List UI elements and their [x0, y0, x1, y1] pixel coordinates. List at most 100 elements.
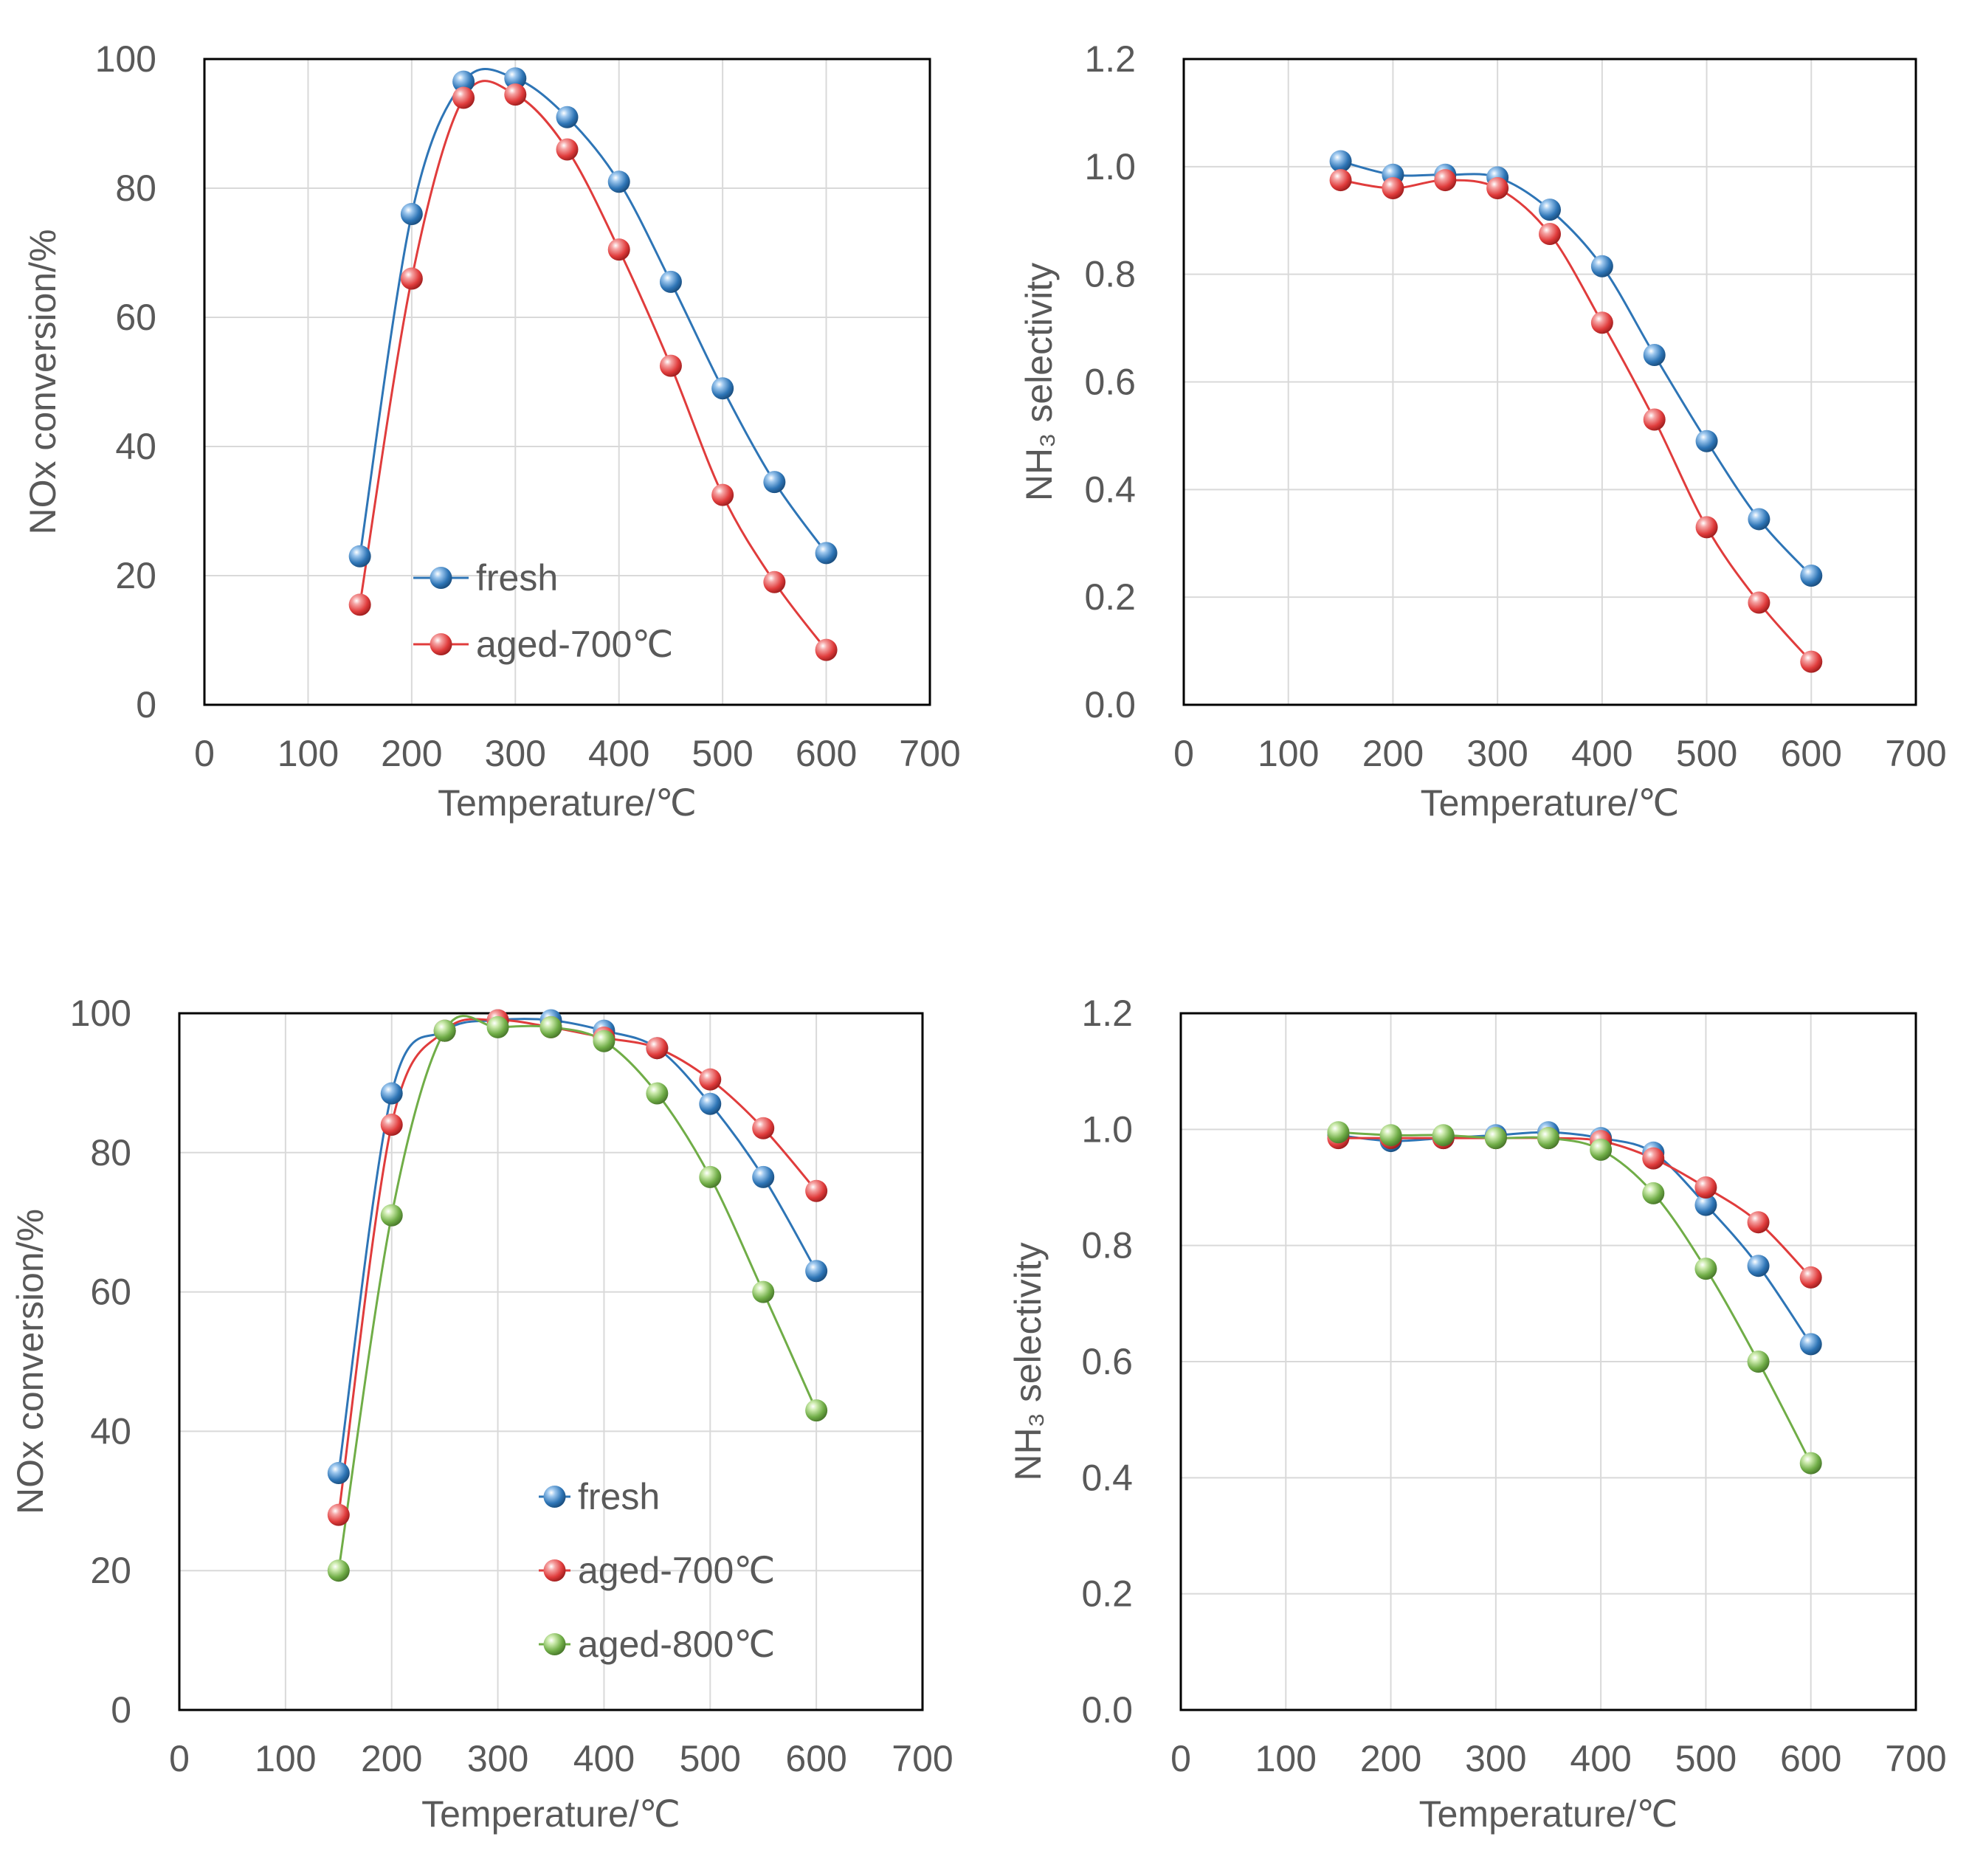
data-point-fresh: [1799, 1333, 1822, 1356]
y-tick-label: 0: [111, 1689, 131, 1731]
data-point-fresh: [699, 1092, 722, 1115]
y-tick-label: 0.4: [1084, 469, 1136, 510]
data-point-aged_700: [1486, 177, 1509, 199]
y-tick-label: 1.2: [1081, 993, 1133, 1034]
x-tick-label: 0: [169, 1738, 190, 1779]
x-tick-label: 0: [194, 733, 215, 774]
y-tick-label: 100: [95, 38, 156, 80]
y-axis-title: NOx conversion/%: [10, 1209, 51, 1514]
data-point-fresh: [556, 106, 579, 128]
series-line-aged_700: [337, 1018, 818, 1515]
series-line-aged_700: [1340, 179, 1813, 663]
x-tick-label: 200: [381, 733, 442, 774]
y-tick-label: 0.4: [1081, 1457, 1133, 1498]
y-tick-label: 40: [90, 1410, 131, 1452]
chart-panel-c: 0 100 200 300 400 500 600 700 0 20 40 60 80 100 Temper…: [10, 993, 954, 1835]
plot-area-frame: [178, 1012, 924, 1711]
x-tick-label: 500: [680, 1738, 741, 1779]
data-point-aged_700: [815, 638, 838, 661]
data-point-aged_700: [504, 83, 527, 106]
data-point-fresh: [607, 170, 630, 193]
data-point-aged_800: [1432, 1124, 1455, 1147]
data-point-aged_700: [1695, 516, 1718, 539]
x-tick-label: 0: [1170, 1738, 1191, 1779]
legend-label-aged_700: aged-700℃: [476, 624, 673, 665]
x-tick-label: 100: [1255, 1738, 1317, 1779]
data-point-aged_800: [1484, 1127, 1507, 1150]
data-point-aged_700: [1694, 1176, 1717, 1199]
x-tick-label: 500: [1676, 733, 1737, 774]
y-axis-title: NH₃ selectivity: [1007, 1242, 1049, 1480]
data-point-fresh: [504, 67, 527, 90]
data-point-fresh: [1590, 255, 1613, 277]
chart-panel-d: 0 100 200 300 400 500 600 700 0.0 0.2 0.4 0.6 0.8 1.0…: [1007, 993, 1947, 1835]
data-point-aged_800: [539, 1015, 562, 1038]
y-tick-label: 0.8: [1081, 1225, 1133, 1266]
data-point-fresh: [1329, 150, 1352, 173]
series-line-fresh: [337, 1018, 818, 1474]
y-tick-label: 100: [70, 993, 131, 1034]
data-point-aged_700: [1329, 169, 1352, 192]
x-axis-title: Temperature/℃: [421, 1793, 680, 1835]
data-point-fresh: [380, 1082, 403, 1105]
x-tick-label: 400: [588, 733, 649, 774]
y-tick-label: 20: [90, 1550, 131, 1591]
data-point-fresh: [815, 542, 838, 565]
data-point-aged_700: [556, 138, 579, 161]
y-tick-label: 0.0: [1081, 1689, 1133, 1731]
data-point-aged_700: [1747, 1211, 1770, 1234]
x-tick-label: 100: [277, 733, 339, 774]
x-tick-label: 400: [573, 1738, 635, 1779]
x-tick-label: 300: [1465, 1738, 1526, 1779]
data-point-fresh: [763, 471, 786, 494]
y-tick-label: 1.0: [1081, 1108, 1133, 1150]
y-tick-label: 0.8: [1084, 254, 1136, 295]
data-point-aged_700: [452, 86, 475, 109]
x-tick-label: 400: [1571, 733, 1632, 774]
series-line-aged_800: [1338, 1131, 1813, 1464]
x-tick-label: 100: [1258, 733, 1319, 774]
data-point-aged_700: [805, 1179, 828, 1202]
series-line-fresh: [359, 68, 827, 557]
data-point-aged_700: [327, 1503, 350, 1526]
data-point-fresh: [452, 70, 475, 93]
data-point-aged_700: [607, 238, 630, 261]
x-tick-label: 700: [1885, 1738, 1946, 1779]
y-tick-label: 0.2: [1081, 1573, 1133, 1615]
x-tick-label: 500: [1675, 1738, 1737, 1779]
data-point-aged_700: [1590, 311, 1613, 334]
data-point-aged_800: [327, 1559, 350, 1582]
data-point-fresh: [1539, 199, 1561, 221]
x-tick-label: 600: [1780, 1738, 1841, 1779]
x-tick-label: 200: [1360, 1738, 1421, 1779]
plot-area-frame: [1179, 1012, 1917, 1711]
x-tick-label: 700: [1885, 733, 1946, 774]
data-point-fresh: [752, 1165, 775, 1188]
y-axis-title: NOx conversion/%: [22, 229, 63, 534]
legend-marker-aged_800: [543, 1633, 566, 1655]
data-point-aged_800: [1694, 1258, 1717, 1280]
y-tick-label: 0.2: [1084, 576, 1136, 618]
x-tick-label: 300: [1466, 733, 1528, 774]
y-tick-label: 0.6: [1084, 362, 1136, 403]
x-tick-label: 300: [467, 1738, 528, 1779]
series-line-aged_700: [1338, 1137, 1812, 1278]
data-point-aged_700: [1748, 591, 1770, 614]
x-axis-title: Temperature/℃: [1421, 782, 1680, 824]
data-point-aged_700: [1799, 1266, 1822, 1289]
data-point-fresh: [805, 1260, 828, 1283]
y-tick-label: 60: [90, 1272, 131, 1313]
legend-marker-fresh: [430, 567, 452, 589]
series-line-fresh: [1340, 160, 1813, 577]
data-point-aged_800: [1327, 1121, 1350, 1144]
data-point-fresh: [1747, 1255, 1770, 1277]
x-tick-label: 400: [1570, 1738, 1631, 1779]
data-point-aged_800: [486, 1015, 509, 1038]
y-tick-label: 0: [136, 684, 156, 725]
x-axis-title: Temperature/℃: [1419, 1793, 1678, 1835]
data-point-aged_700: [1539, 222, 1561, 245]
series-line-fresh: [1338, 1131, 1812, 1345]
data-point-fresh: [1694, 1193, 1717, 1216]
legend-marker-aged_700: [543, 1559, 566, 1582]
chart-panel-b: 0 100 200 300 400 500 600 700 0.0 0.2 0.4 0.6 0.8 1.0…: [1018, 38, 1947, 824]
